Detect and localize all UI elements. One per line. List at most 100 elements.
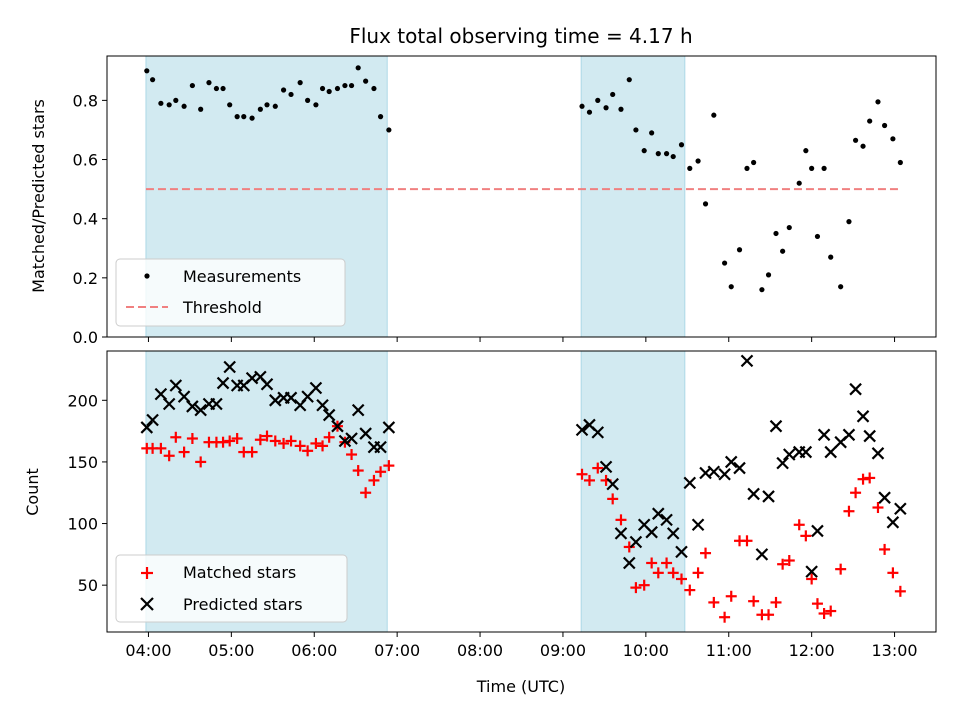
measurement-point (702, 201, 709, 207)
x-tick-label: 06:00 (291, 641, 337, 660)
measurement-point (809, 165, 815, 171)
predicted-star-point (747, 487, 760, 501)
measurement-point (241, 114, 247, 120)
measurement-point (348, 82, 355, 89)
measurement-point (803, 148, 809, 154)
matched-star-point (692, 567, 704, 579)
measurement-point (377, 114, 384, 120)
measurement-point (144, 68, 150, 74)
matched-star-point (763, 609, 775, 621)
matched-star-point (375, 466, 387, 478)
predicted-star-point (782, 448, 796, 461)
predicted-star-point (799, 445, 813, 459)
measurement-point (633, 127, 639, 133)
measurement-point (189, 82, 195, 89)
top-y-tick-label: 0.0 (73, 328, 98, 347)
matched-star-point (872, 502, 884, 514)
matched-star-point (777, 558, 789, 570)
bottom-legend-box (115, 554, 348, 623)
bottom-y-tick-label: 50 (78, 576, 98, 595)
predicted-star-point (645, 525, 658, 539)
predicted-star-point (811, 524, 824, 538)
measurement-point (649, 130, 655, 136)
predicted-star-point (575, 423, 589, 437)
measurement-point (334, 85, 341, 92)
matched-star-point (708, 596, 720, 608)
measurement-point (722, 260, 728, 266)
matched-star-point (793, 519, 805, 531)
predicted-star-point (871, 447, 885, 460)
matched-star-point (170, 431, 182, 443)
predicted-star-point (284, 391, 298, 405)
matched-star-point (360, 487, 372, 499)
matched-star-point (317, 440, 329, 452)
predicted-star-point (733, 461, 746, 475)
measurement-point (655, 151, 661, 157)
predicted-star-point (606, 477, 619, 491)
measurement-point (780, 248, 786, 254)
predicted-star-point (886, 516, 900, 529)
top-y-tick-label: 0.8 (73, 91, 98, 110)
top-y-tick-label: 0.4 (73, 210, 98, 229)
predicted-star-point (309, 381, 323, 395)
measurement-point (695, 158, 701, 164)
measurement-point (371, 85, 377, 92)
predicted-star-point (660, 513, 673, 527)
measurement-point (272, 103, 278, 109)
measurement-point (867, 118, 873, 124)
matched-star-point (684, 584, 696, 596)
matched-star-point (835, 563, 847, 575)
predicted-star-point (824, 445, 837, 459)
predicted-star-point (863, 429, 876, 443)
top-legend-box (115, 258, 346, 327)
measurement-point (626, 77, 632, 83)
measurement-point (890, 136, 896, 142)
count-points (140, 354, 907, 623)
measurement-point (765, 272, 772, 278)
predicted-star-point (817, 428, 831, 442)
measurement-point (860, 143, 866, 149)
predicted-star-point (260, 377, 274, 391)
matched-star-point (700, 547, 712, 559)
measurement-point (814, 233, 821, 240)
measurement-point (603, 105, 609, 111)
x-tick-label: 12:00 (789, 641, 835, 660)
predicted-star-point (331, 419, 344, 433)
predicted-star-point (675, 545, 688, 559)
measurement-point (355, 65, 361, 71)
matched-star-point (576, 468, 588, 480)
measurement-point (663, 151, 670, 157)
legend-measurements-label: Measurements (183, 267, 301, 286)
matched-star-point (652, 567, 664, 579)
measurement-point (641, 148, 647, 154)
measurement-point (744, 165, 750, 171)
predicted-star-point (652, 507, 665, 520)
matched-star-point (661, 557, 673, 569)
matched-star-point (825, 605, 837, 617)
x-tick-label: 07:00 (374, 641, 420, 660)
bottom-x-ticks: 04:00 05:00 06:00 07:00 08:00 09:00 10:00 11:00… (125, 632, 918, 660)
matched-star-point (623, 541, 635, 553)
predicted-star-point (359, 427, 372, 440)
matched-star-point (583, 474, 595, 486)
top-y-ticks: 0.0 0.2 0.4 0.6 0.8 (73, 91, 107, 347)
bottom-y-axis-label: Count (23, 468, 42, 516)
predicted-star-point (338, 434, 352, 448)
measurement-point (670, 153, 676, 160)
x-tick-label: 09:00 (540, 641, 586, 660)
matched-star-point (857, 473, 869, 485)
predicted-star-point (382, 421, 396, 434)
predicted-star-point (724, 455, 738, 469)
x-tick-label: 11:00 (706, 641, 752, 660)
legend-measurements-marker (144, 273, 150, 279)
bottom-axes-frame (106, 350, 937, 633)
x-tick-label: 13:00 (871, 641, 917, 660)
x-axis-label: Time (UTC) (476, 677, 565, 696)
measurement-point (875, 99, 881, 105)
predicted-star-point (223, 360, 236, 374)
bottom-y-tick-label: 100 (67, 515, 98, 534)
predicted-star-point (769, 419, 783, 433)
measurement-point (579, 103, 585, 109)
measurement-point (846, 219, 852, 225)
matched-star-point (195, 456, 207, 468)
